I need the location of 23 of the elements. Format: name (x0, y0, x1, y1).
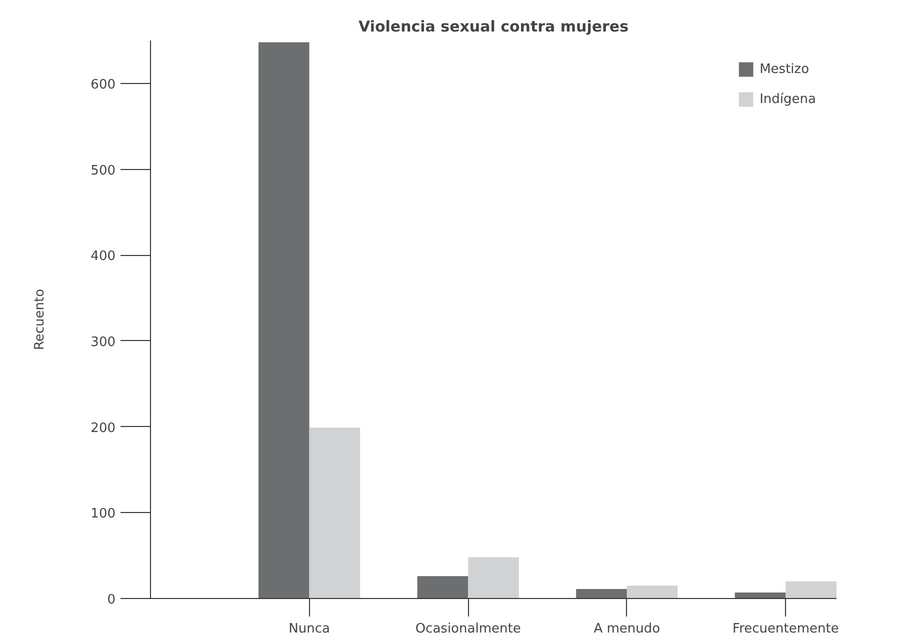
bar (309, 428, 360, 598)
x-tick-label: Ocasionalmente (415, 622, 521, 636)
y-tick-label: 0 (107, 592, 116, 608)
bar (468, 557, 519, 598)
y-tick-label: 100 (90, 506, 116, 522)
y-tick-label: 200 (90, 420, 116, 436)
bar (626, 586, 678, 598)
y-tick-label: 600 (90, 77, 116, 92)
legend-label: Indígena (760, 92, 816, 106)
y-tick-label: 300 (90, 334, 116, 350)
bar (786, 581, 836, 598)
y-axis-title: Recuento (32, 288, 48, 350)
y-tick-label: 500 (90, 163, 116, 178)
bar (258, 42, 310, 598)
x-tick-label: Nunca (288, 622, 330, 636)
legend-label: Mestizo (760, 62, 810, 76)
y-tick-label: 400 (90, 249, 116, 264)
x-tick-label: A menudo (594, 622, 660, 636)
bar (417, 576, 468, 598)
chart-title: Violencia sexual contra mujeres (358, 18, 629, 36)
x-tick-label: Frecuentemente (732, 622, 839, 636)
bar (576, 589, 627, 598)
bar (734, 592, 786, 598)
